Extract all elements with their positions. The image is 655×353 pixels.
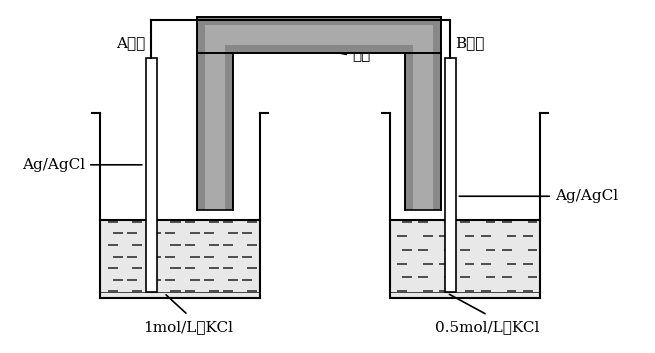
Bar [205,25,433,45]
Bar [197,17,233,210]
Bar [205,25,225,210]
Text: 盐桥: 盐桥 [352,48,370,62]
Bar [405,17,441,210]
Text: 1mol/L的KCl: 1mol/L的KCl [143,320,233,334]
Bar [145,58,157,292]
Text: Ag/AgCl: Ag/AgCl [22,158,85,172]
Bar [197,17,441,53]
Text: B电极: B电极 [455,36,485,50]
Bar [413,25,433,210]
Bar [100,220,260,298]
Bar [445,58,455,292]
Bar [390,220,540,298]
Text: 0.5mol/L的KCl: 0.5mol/L的KCl [436,320,540,334]
Text: A电极: A电极 [117,36,146,50]
Text: Ag/AgCl: Ag/AgCl [555,189,618,203]
